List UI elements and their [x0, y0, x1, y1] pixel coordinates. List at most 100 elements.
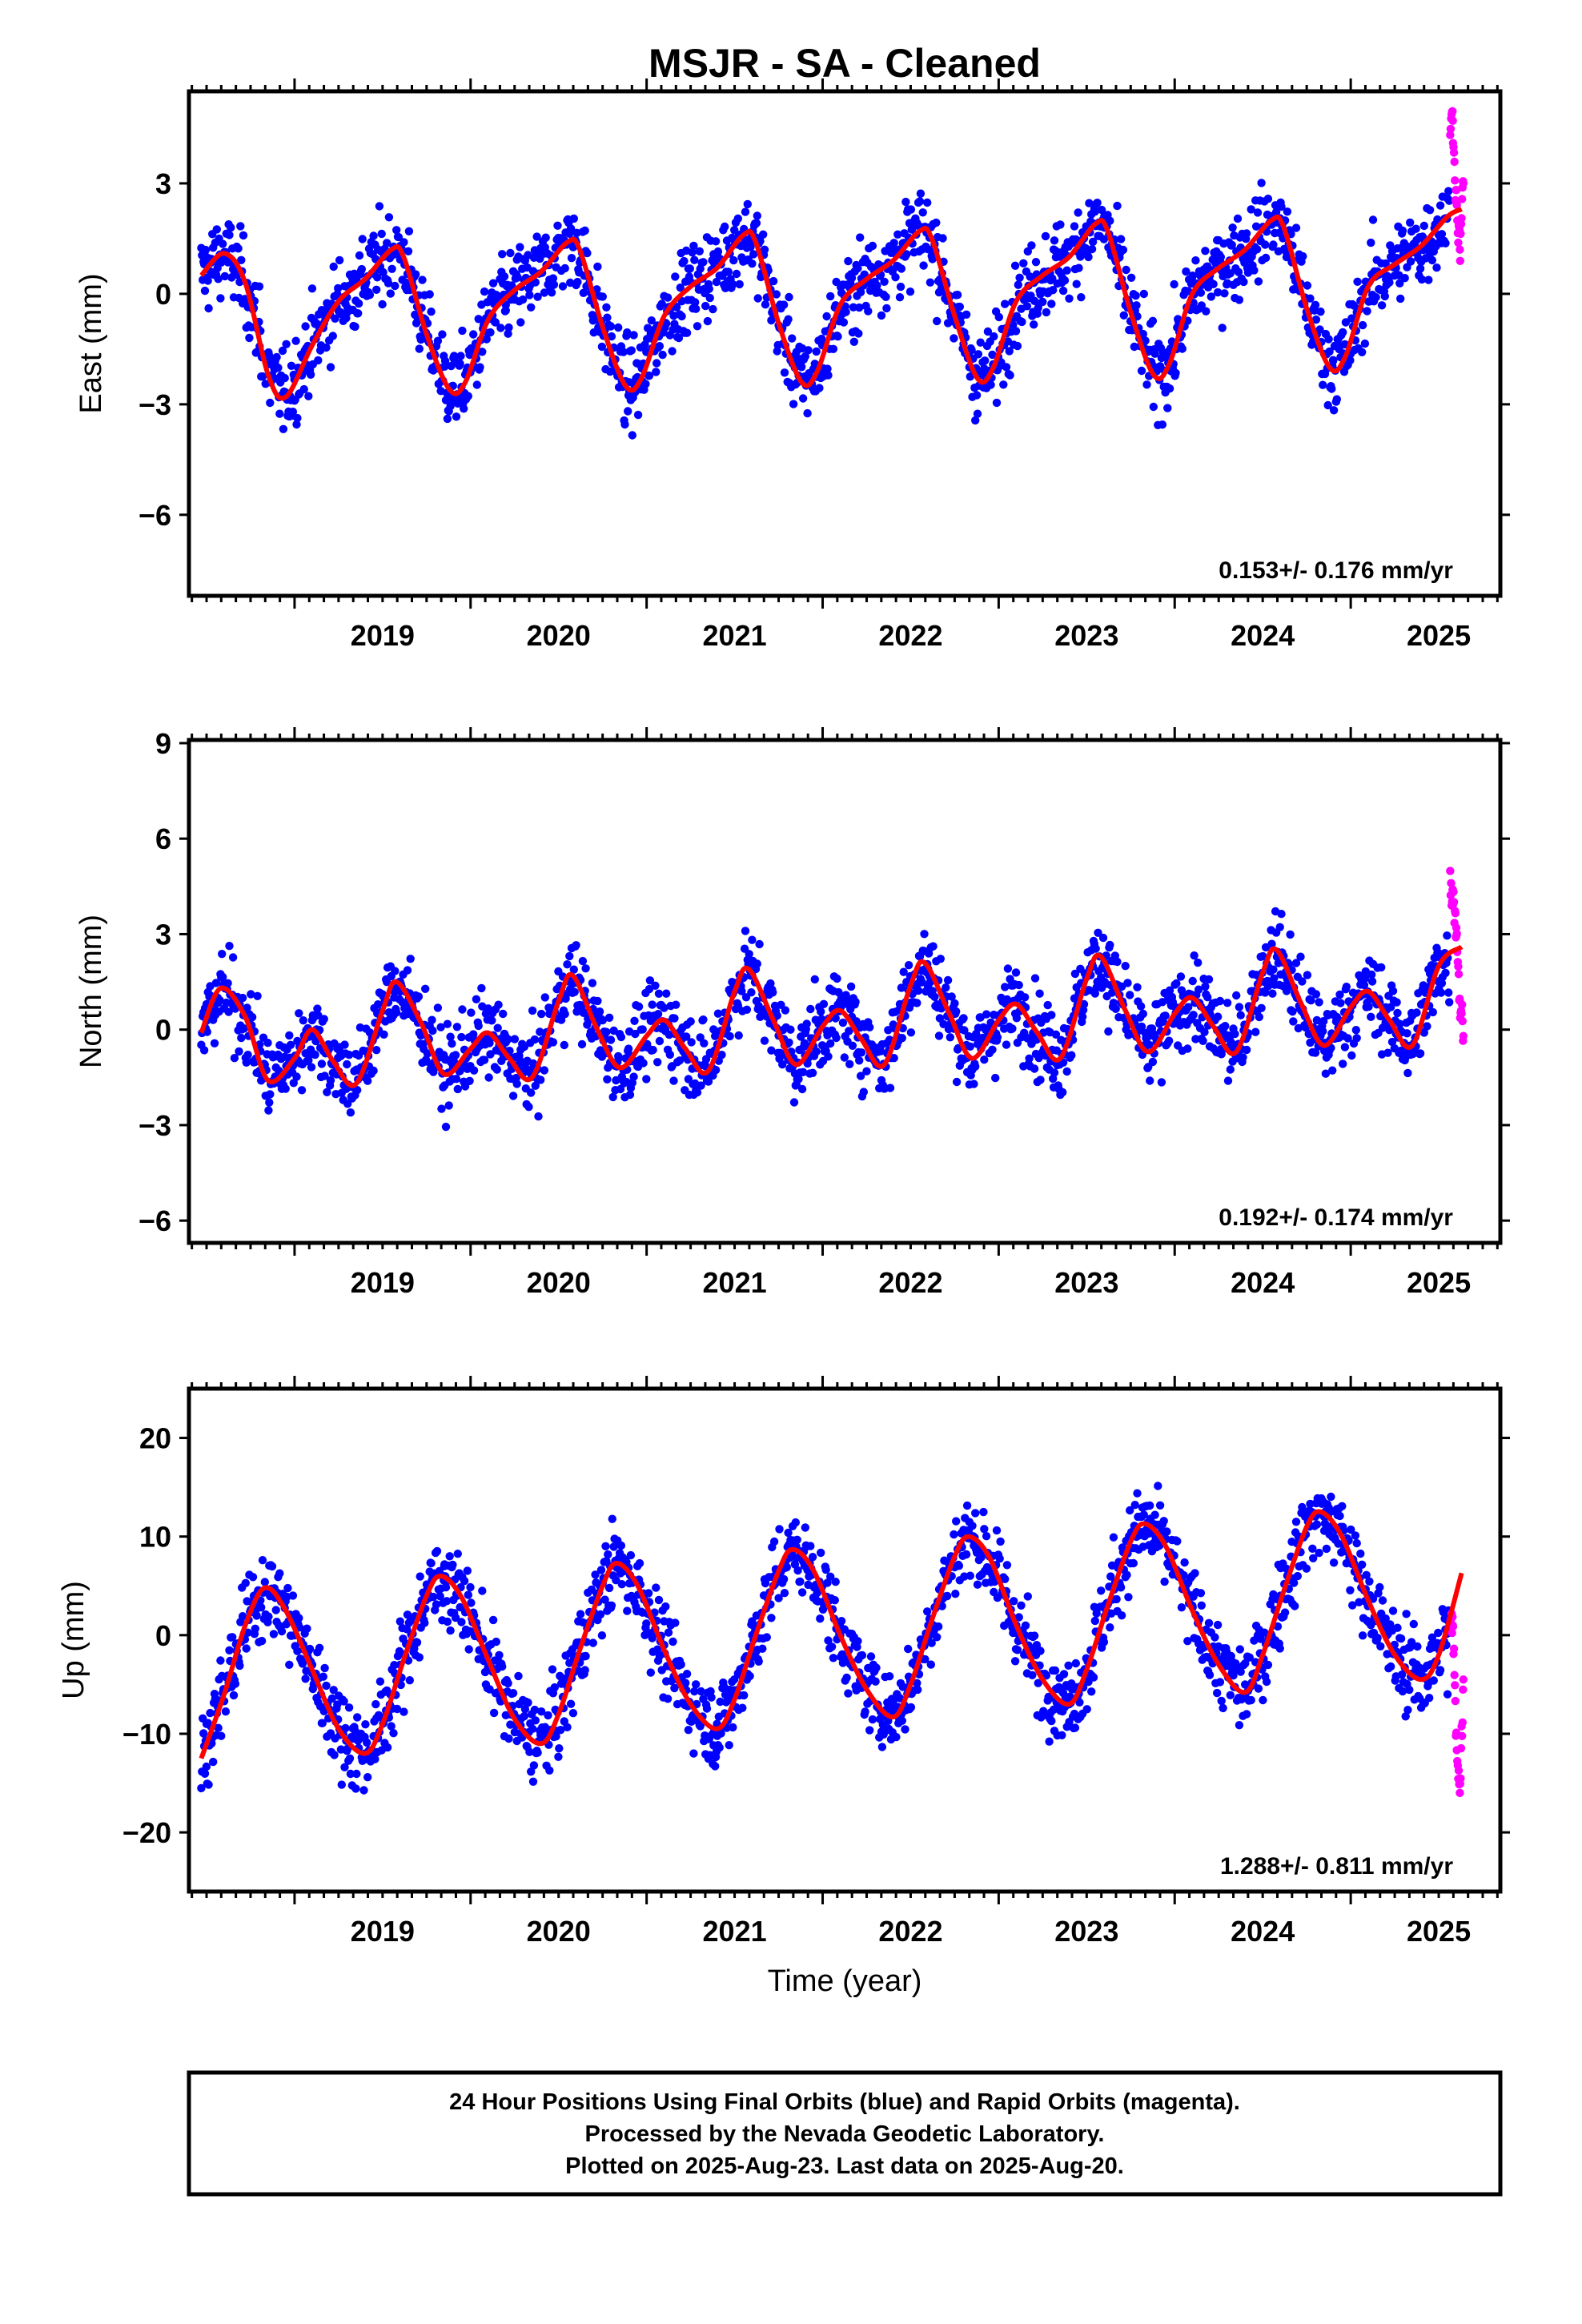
- final-orbit-point: [1001, 300, 1010, 308]
- final-orbit-point: [877, 311, 886, 320]
- final-orbit-point: [954, 1562, 964, 1570]
- final-orbit-point: [913, 1685, 922, 1695]
- final-orbit-point: [230, 1054, 239, 1063]
- final-orbit-point: [1367, 1012, 1375, 1022]
- final-orbit-point: [654, 1595, 664, 1605]
- final-orbit-point: [645, 976, 655, 985]
- final-orbit-point: [677, 312, 686, 321]
- final-orbit-point: [962, 310, 971, 319]
- final-orbit-point: [681, 1679, 690, 1687]
- final-orbit-point: [1328, 356, 1338, 364]
- final-orbit-point: [1291, 223, 1301, 232]
- final-orbit-point: [816, 1548, 825, 1558]
- final-orbit-point: [724, 267, 733, 276]
- final-orbit-point: [652, 368, 661, 376]
- final-orbit-point: [1201, 982, 1210, 991]
- final-orbit-point: [1218, 324, 1227, 332]
- final-orbit-point: [845, 1027, 853, 1035]
- final-orbit-point: [238, 993, 247, 1003]
- final-orbit-point: [707, 1693, 716, 1702]
- final-orbit-point: [202, 252, 211, 262]
- final-orbit-point: [248, 1573, 258, 1582]
- final-orbit-point: [919, 261, 928, 270]
- final-orbit-point: [1190, 951, 1199, 960]
- final-orbit-point: [1178, 344, 1187, 353]
- final-orbit-point: [784, 315, 793, 324]
- final-orbit-point: [711, 1762, 720, 1771]
- final-orbit-point: [531, 1716, 540, 1725]
- final-orbit-point: [199, 1046, 209, 1055]
- final-orbit-point: [464, 1590, 472, 1599]
- final-orbit-point: [202, 1762, 211, 1771]
- rapid-orbit-point: [1456, 245, 1464, 254]
- final-orbit-point: [655, 1036, 665, 1046]
- final-orbit-point: [1417, 275, 1427, 284]
- final-orbit-point: [1403, 1068, 1412, 1078]
- final-orbit-point: [1058, 1088, 1067, 1097]
- final-orbit-point: [379, 267, 387, 277]
- final-orbit-point: [396, 1617, 404, 1626]
- final-orbit-point: [558, 282, 568, 291]
- final-orbit-point: [871, 1677, 880, 1686]
- final-orbit-point: [826, 1572, 835, 1582]
- final-orbit-point: [533, 292, 542, 301]
- final-orbit-point: [1157, 1078, 1166, 1087]
- final-orbit-point: [733, 214, 742, 223]
- final-orbit-point: [339, 1697, 348, 1706]
- final-orbit-point: [973, 409, 982, 418]
- final-orbit-point: [690, 1687, 699, 1696]
- final-orbit-point: [692, 1680, 701, 1689]
- final-orbit-point: [699, 1015, 708, 1024]
- final-orbit-point: [604, 1013, 614, 1023]
- final-orbit-point: [365, 291, 375, 300]
- final-orbit-point: [942, 983, 950, 992]
- final-orbit-point: [453, 1084, 462, 1094]
- final-orbit-point: [642, 1075, 651, 1084]
- final-orbit-point: [684, 1726, 693, 1735]
- final-orbit-point: [699, 258, 708, 267]
- final-orbit-point: [445, 1552, 454, 1561]
- final-orbit-point: [962, 1550, 971, 1559]
- final-orbit-point: [227, 223, 235, 232]
- final-orbit-point: [1001, 983, 1010, 991]
- final-orbit-point: [1035, 989, 1044, 998]
- rapid-orbit-point: [1458, 1016, 1467, 1026]
- final-orbit-point: [228, 953, 238, 962]
- final-orbit-point: [648, 1000, 656, 1009]
- final-orbit-point: [416, 1572, 424, 1581]
- final-orbit-point: [653, 1645, 662, 1654]
- final-orbit-point: [1299, 251, 1307, 261]
- final-orbit-point: [1274, 959, 1283, 967]
- final-orbit-point: [1368, 215, 1378, 224]
- rapid-orbit-points: [1446, 866, 1468, 1045]
- rapid-orbit-point: [1448, 107, 1457, 116]
- final-orbit-point: [216, 1656, 225, 1665]
- final-orbit-point: [670, 1683, 679, 1693]
- final-orbit-point: [528, 1724, 537, 1733]
- final-orbit-point: [549, 280, 559, 289]
- final-orbit-point: [932, 218, 941, 227]
- final-orbit-point: [1020, 993, 1030, 1002]
- final-orbit-point: [1106, 940, 1114, 950]
- final-orbit-point: [529, 1761, 539, 1770]
- final-orbit-point: [938, 234, 947, 243]
- final-orbit-point: [906, 1028, 916, 1037]
- final-orbit-point: [563, 1723, 572, 1731]
- final-orbit-point: [200, 1769, 210, 1778]
- final-orbit-point: [432, 1600, 441, 1609]
- final-orbit-point: [333, 290, 342, 299]
- final-orbit-point: [1098, 933, 1108, 943]
- final-orbit-point: [1050, 1068, 1059, 1077]
- final-orbit-point: [257, 1636, 267, 1646]
- final-orbit-point: [567, 254, 576, 263]
- final-orbit-point: [729, 279, 737, 289]
- final-orbit-point: [1415, 264, 1425, 273]
- final-orbit-point: [1359, 980, 1369, 990]
- final-orbit-point: [372, 1046, 381, 1055]
- final-orbit-point: [1011, 327, 1021, 336]
- final-orbit-point: [717, 1051, 726, 1059]
- final-orbit-point: [1377, 301, 1387, 310]
- final-orbit-point: [355, 251, 364, 260]
- final-orbit-point: [775, 1525, 784, 1534]
- final-orbit-point: [844, 256, 853, 266]
